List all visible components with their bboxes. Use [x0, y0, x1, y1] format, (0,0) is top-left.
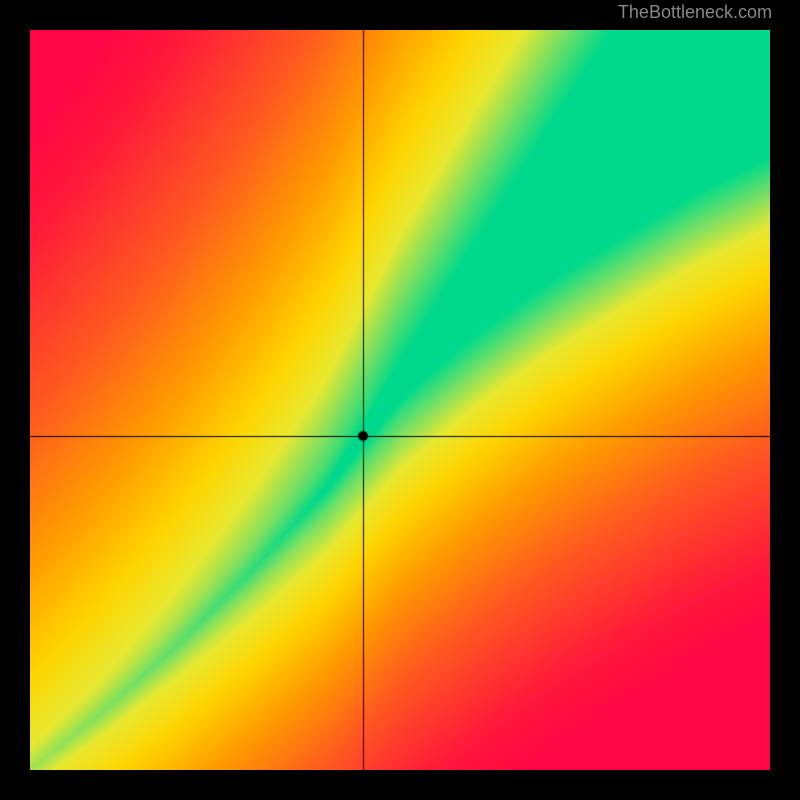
heatmap-canvas [30, 30, 770, 770]
bottleneck-heatmap [30, 30, 770, 770]
watermark-text: TheBottleneck.com [618, 2, 772, 23]
